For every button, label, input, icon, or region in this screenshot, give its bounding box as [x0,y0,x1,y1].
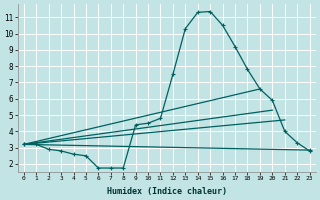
X-axis label: Humidex (Indice chaleur): Humidex (Indice chaleur) [107,187,227,196]
